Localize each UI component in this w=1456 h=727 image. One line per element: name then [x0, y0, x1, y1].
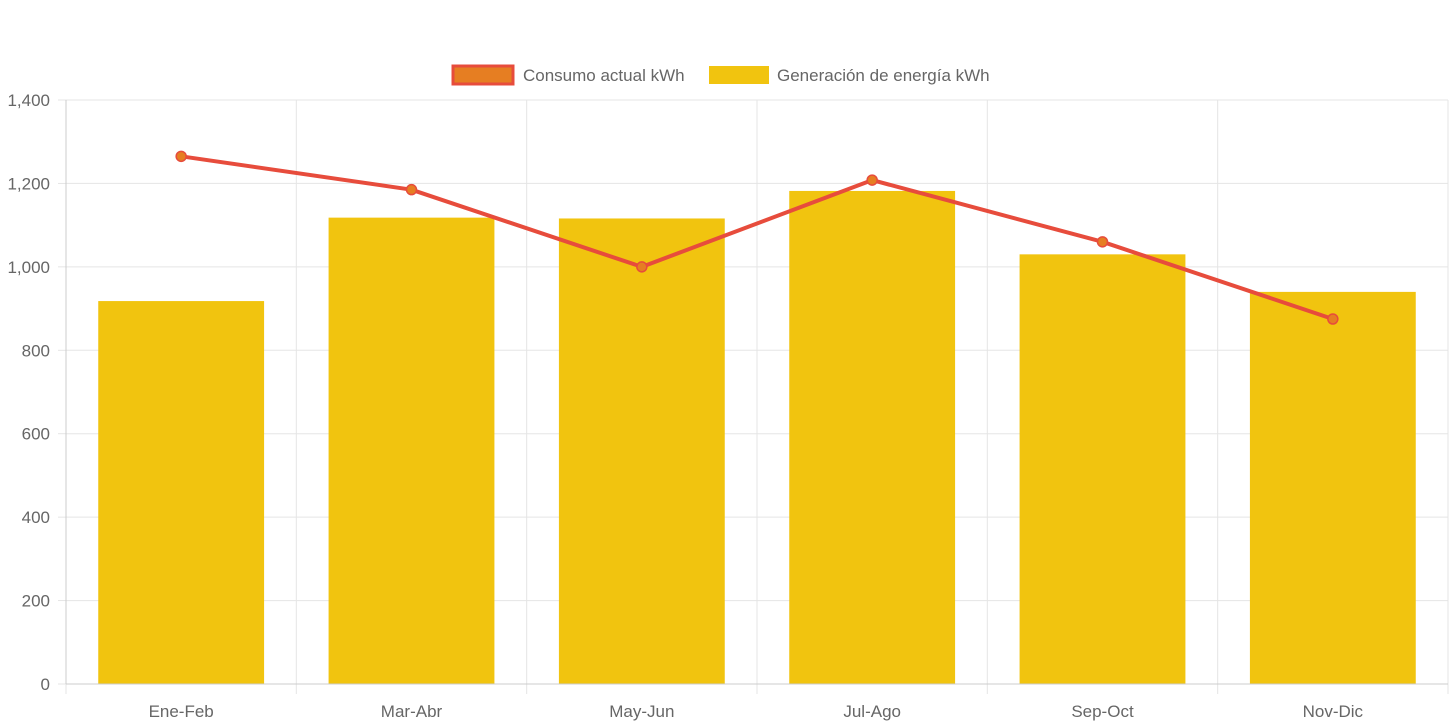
- legend-item-consumo[interactable]: Consumo actual kWh: [451, 64, 685, 86]
- bar-may-jun[interactable]: [558, 218, 725, 684]
- axes: 0 200 400 600 800 1,000 1,200 1,400 Ene-Feb Mar-A…: [7, 91, 1448, 721]
- x-tick-label: May-Jun: [609, 702, 674, 721]
- bar-sep-oct[interactable]: [1019, 254, 1186, 685]
- y-tick-label: 1,400: [7, 91, 50, 110]
- x-tick-label: Sep-Oct: [1071, 702, 1134, 721]
- y-tick-label: 1,000: [7, 258, 50, 277]
- legend-label-generacion: Generación de energía kWh: [777, 66, 990, 85]
- bar-ene-feb[interactable]: [98, 301, 265, 684]
- point-sep-oct[interactable]: [1096, 236, 1109, 248]
- consumo-line: [180, 154, 1334, 321]
- legend-item-generacion[interactable]: Generación de energía kWh: [709, 66, 990, 85]
- point-nov-dic[interactable]: [1327, 313, 1339, 325]
- bar-jul-ago[interactable]: [789, 190, 956, 685]
- y-tick-label: 800: [22, 341, 50, 360]
- legend-label-consumo: Consumo actual kWh: [523, 66, 685, 85]
- x-tick-label: Nov-Dic: [1303, 702, 1364, 721]
- y-tick-label: 1,200: [7, 174, 50, 193]
- bar-mar-abr[interactable]: [328, 217, 495, 685]
- x-tick-label: Jul-Ago: [843, 702, 901, 721]
- legend: Consumo actual kWh Generación de energía…: [451, 64, 990, 86]
- legend-swatch-generacion: [709, 66, 769, 84]
- grid-lines: [65, 99, 1449, 694]
- point-ene-feb[interactable]: [175, 150, 187, 163]
- point-mar-abr[interactable]: [405, 183, 418, 196]
- bar-nov-dic[interactable]: [1249, 291, 1416, 684]
- legend-swatch-consumo: [451, 64, 515, 86]
- point-may-jun[interactable]: [636, 261, 648, 273]
- line-series: [175, 150, 1339, 325]
- y-tick-label: 200: [22, 592, 50, 611]
- bar-series: [98, 190, 1416, 685]
- point-jul-ago[interactable]: [866, 174, 878, 186]
- x-tick-label: Ene-Feb: [149, 702, 214, 721]
- x-tick-label: Mar-Abr: [381, 702, 443, 721]
- y-tick-label: 0: [41, 675, 50, 694]
- y-tick-label: 600: [22, 425, 50, 444]
- y-tick-label: 400: [22, 508, 50, 527]
